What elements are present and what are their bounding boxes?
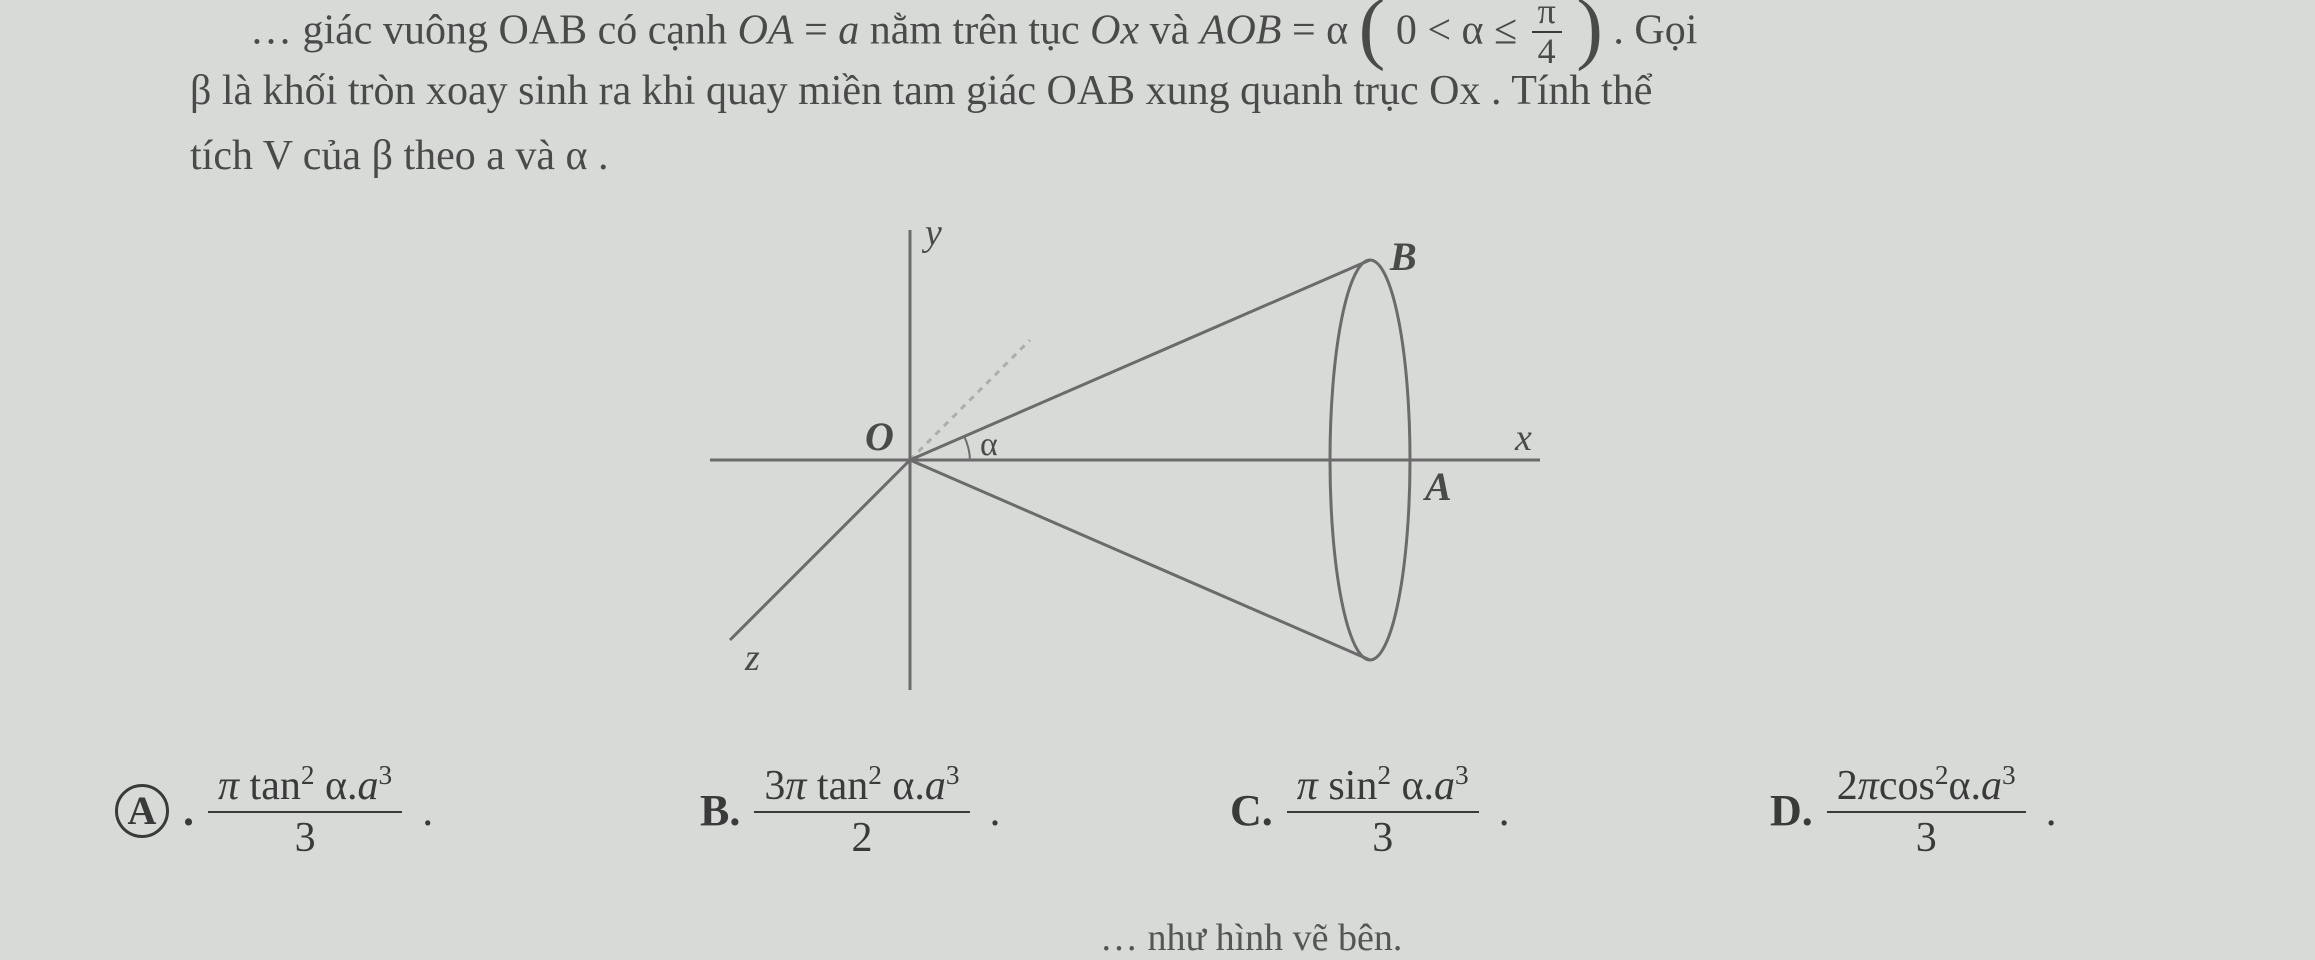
var-aob: AOB	[1200, 7, 1282, 53]
text-fragment: nằm trên tục	[870, 7, 1090, 53]
problem-line-2: β là khối tròn xoay sinh ra khi quay miề…	[190, 60, 2190, 123]
problem-line-3: tích V của β theo a và α .	[190, 125, 2190, 188]
answer-d-num: 2πcos2α.a3	[1827, 760, 2026, 813]
text-fragment: =	[804, 7, 838, 53]
condition-text: 0 < α ≤	[1396, 7, 1528, 53]
answer-b-label: B.	[700, 785, 740, 836]
period: .	[984, 785, 1001, 836]
period: .	[416, 785, 433, 836]
cone-diagram: y x z O A B α	[650, 200, 1600, 720]
answer-row: A . π tan2 α.a3 3 . B. 3π tan2 α.a3 2 . …	[0, 760, 2315, 880]
period: .	[2040, 785, 2057, 836]
fraction-num: π	[1532, 0, 1562, 33]
text-fragment: = α	[1292, 7, 1359, 53]
period: .	[1493, 785, 1510, 836]
answer-b[interactable]: B. 3π tan2 α.a3 2 .	[700, 760, 1001, 861]
text-fragment: và	[1150, 7, 1200, 53]
angle-alpha: α	[980, 426, 998, 463]
answer-c-den: 3	[1287, 813, 1479, 861]
answer-c-label: C.	[1230, 785, 1273, 836]
point-o: O	[865, 414, 894, 459]
answer-d-fraction: 2πcos2α.a3 3	[1827, 760, 2026, 861]
answer-d[interactable]: D. 2πcos2α.a3 3 .	[1770, 760, 2057, 861]
answer-d-den: 3	[1827, 813, 2026, 861]
var-ox: Ox	[1090, 7, 1139, 53]
footer-text: … như hình vẽ bên.	[1100, 916, 1402, 960]
answer-b-num: 3π tan2 α.a3	[754, 760, 969, 813]
point-b: B	[1389, 234, 1417, 279]
answer-b-den: 2	[754, 813, 969, 861]
text-fragment: … giác vuông OAB có cạnh	[250, 7, 738, 53]
answer-c[interactable]: C. π sin2 α.a3 3 .	[1230, 760, 1510, 861]
answer-b-fraction: 3π tan2 α.a3 2	[754, 760, 969, 861]
answer-a-label-dot: .	[183, 785, 194, 836]
var-oa: OA	[738, 7, 794, 53]
answer-a[interactable]: A . π tan2 α.a3 3 .	[115, 760, 433, 861]
answer-a-label: A	[115, 784, 169, 838]
point-a: A	[1422, 464, 1452, 509]
answer-d-label: D.	[1770, 785, 1813, 836]
var-a: a	[838, 7, 859, 53]
answer-a-den: 3	[208, 813, 402, 861]
axis-label-x: x	[1514, 417, 1532, 459]
text-fragment: . Gọi	[1613, 7, 1697, 53]
answer-a-num: π tan2 α.a3	[208, 760, 402, 813]
answer-c-fraction: π sin2 α.a3 3	[1287, 760, 1479, 861]
answer-c-num: π sin2 α.a3	[1287, 760, 1479, 813]
axis-label-z: z	[744, 637, 760, 679]
answer-a-fraction: π tan2 α.a3 3	[208, 760, 402, 861]
axis-label-y: y	[921, 212, 942, 254]
